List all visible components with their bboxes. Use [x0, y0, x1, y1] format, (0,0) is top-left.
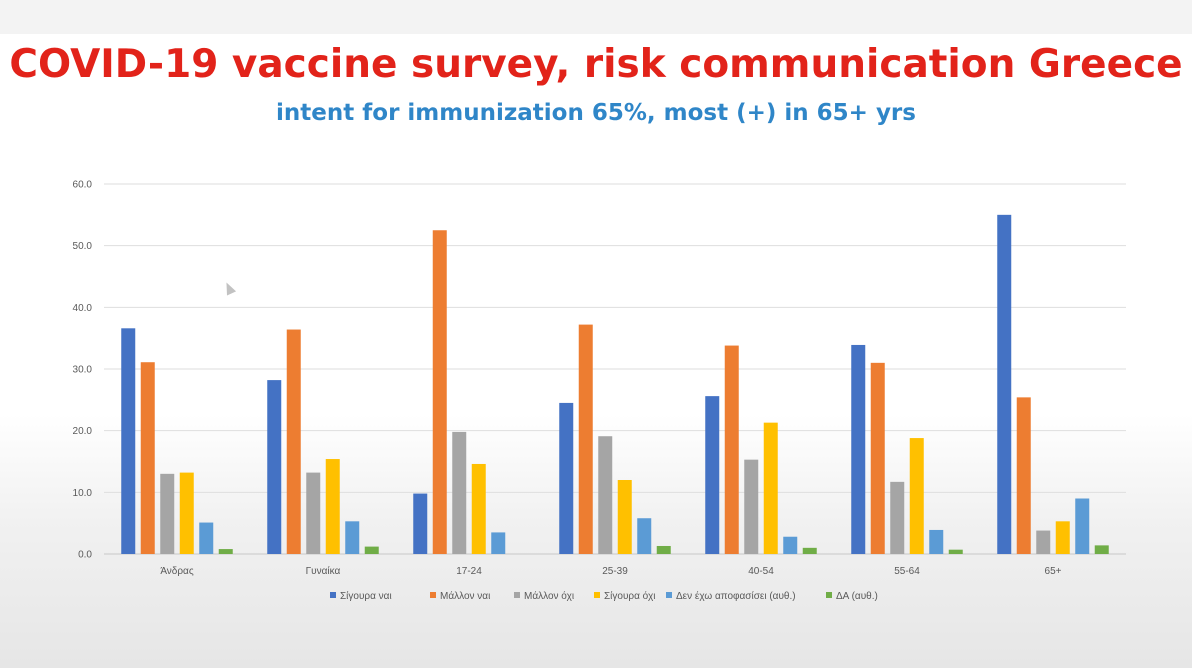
bar [724, 345, 739, 554]
legend-swatch [330, 592, 336, 598]
bar [1055, 521, 1070, 554]
y-tick-label: 30.0 [73, 365, 93, 376]
y-tick-label: 10.0 [73, 488, 93, 499]
bar [1075, 498, 1090, 554]
page-subtitle: intent for immunization 65%, most (+) in… [276, 100, 916, 126]
y-tick-label: 50.0 [73, 241, 93, 252]
bar [160, 473, 175, 554]
chart-legend: Σίγουρα ναι Μάλλον ναι Μάλλον όχι Σίγουρα ό… [330, 590, 878, 602]
top-band [0, 0, 1192, 34]
bar [432, 230, 447, 554]
chart-gridlines [104, 183, 1126, 555]
bar [199, 522, 214, 554]
y-tick-label: 0.0 [78, 550, 92, 561]
bar [870, 362, 885, 554]
legend-label: Μάλλον ναι [440, 590, 490, 602]
x-category-label: 40-54 [748, 566, 774, 577]
legend-swatch [514, 592, 520, 598]
legend-label: ΔΑ (αυθ.) [836, 591, 878, 602]
x-category-label: 25-39 [602, 566, 628, 577]
legend-swatch [594, 592, 600, 598]
bar [578, 324, 593, 554]
bar [345, 521, 360, 554]
legend-label: Μάλλον όχι [524, 590, 574, 602]
bar [1036, 530, 1051, 554]
bar [890, 481, 905, 554]
bar [364, 546, 379, 554]
legend-label: Δεν έχω αποφασίσει (αυθ.) [676, 590, 796, 602]
bar [1016, 397, 1031, 554]
y-tick-label: 40.0 [73, 303, 93, 314]
bar [471, 463, 486, 554]
bar [413, 493, 428, 554]
bar [598, 436, 613, 554]
bar [909, 438, 924, 554]
bar [325, 459, 340, 554]
y-tick-label: 20.0 [73, 426, 93, 437]
bar [948, 549, 963, 554]
bar [929, 529, 944, 554]
bar [617, 480, 632, 554]
bar [637, 518, 652, 554]
x-category-label: 17-24 [456, 566, 482, 577]
bar [851, 344, 866, 554]
bar [997, 214, 1012, 555]
x-category-label: Άνδρας [160, 566, 194, 577]
bar [491, 532, 506, 554]
legend-swatch [666, 592, 672, 598]
bar [705, 396, 720, 554]
legend-label: Σίγουρα όχι [604, 590, 655, 602]
bar [267, 380, 282, 554]
y-tick-label: 60.0 [73, 180, 93, 191]
bar [121, 328, 136, 554]
bar [452, 431, 467, 554]
bar [559, 402, 574, 554]
x-category-label: 55-64 [894, 566, 920, 577]
x-axis-category-labels: Άνδρας Γυναίκα 17-24 25-39 40-54 55-64 65+ [160, 565, 1061, 577]
legend-label: Σίγουρα ναι [340, 590, 392, 602]
bar [783, 536, 798, 554]
bar [744, 459, 759, 554]
chart-bars [121, 214, 1109, 555]
bar [218, 549, 233, 554]
x-category-label: Γυναίκα [306, 565, 341, 577]
bar [763, 422, 778, 554]
page-title: COVID-19 vaccine survey, risk communicat… [9, 42, 1183, 87]
bar [1094, 545, 1109, 554]
legend-swatch [826, 592, 832, 598]
bar [306, 472, 321, 554]
bar [286, 329, 301, 554]
y-axis-tick-labels: 0.0 10.0 20.0 30.0 40.0 50.0 60.0 [73, 180, 93, 561]
legend-swatch [430, 592, 436, 598]
bar [802, 547, 817, 554]
bar [656, 545, 671, 554]
bar [179, 472, 194, 554]
bar [140, 362, 155, 554]
x-category-label: 65+ [1045, 566, 1062, 577]
